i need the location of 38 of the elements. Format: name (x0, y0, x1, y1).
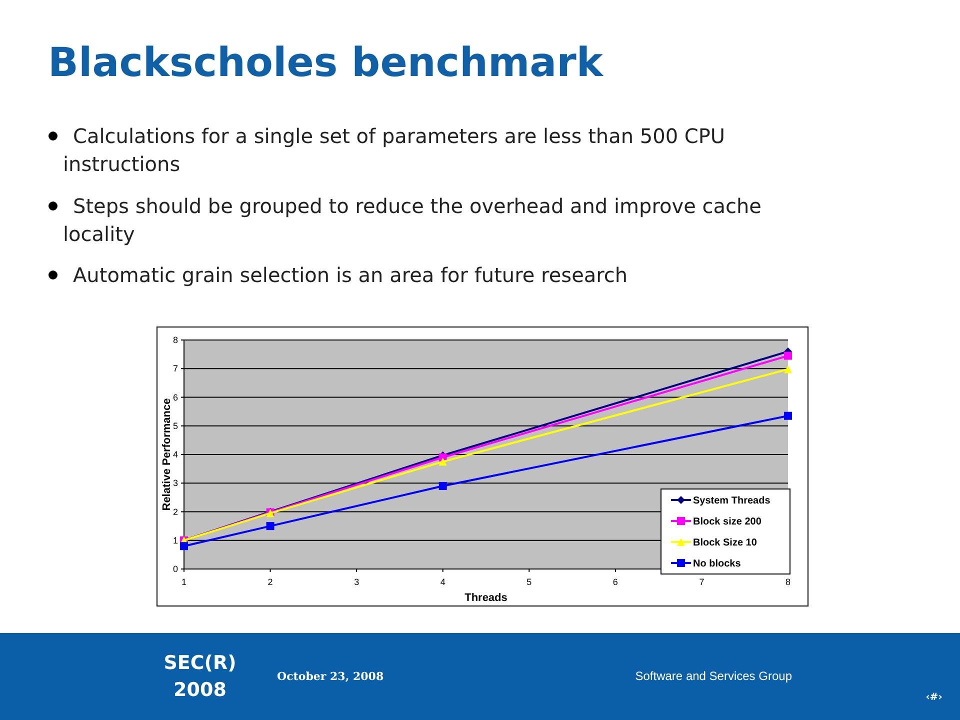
x-tick-label: 6 (612, 577, 618, 587)
point (180, 542, 188, 550)
x-tick-label: 3 (354, 577, 360, 587)
legend-label: Block Size 10 (693, 538, 758, 548)
y-tick-label: 1 (172, 535, 178, 546)
text: October 23, 2008 (277, 670, 384, 683)
text: ‹#› (926, 692, 942, 703)
point (784, 365, 792, 374)
text: Steps should be grouped to reduce the overhead and improve cache locality (63, 194, 762, 246)
legend-label: Block size 200 (693, 516, 762, 528)
point (784, 412, 792, 420)
y-tick-label: 7 (172, 364, 178, 374)
x-tick-label: 1 (181, 577, 187, 587)
y-tick-label: 6 (172, 392, 178, 402)
y-tick-label: 2 (172, 506, 178, 517)
y-tick-label: 8 (172, 335, 178, 345)
chart-title: Blackscholes benchmark (48, 40, 604, 86)
point (438, 482, 447, 490)
text: Software and Services Group (635, 669, 792, 683)
point (266, 522, 274, 530)
x-tick-label: 5 (526, 577, 532, 587)
x-axis-title: Threads (464, 592, 508, 604)
y-tick-label: 0 (172, 564, 178, 574)
text: Calculations for a single set of parameters are less than 500 CPU instructions (63, 124, 726, 176)
y-tick-label: 4 (172, 450, 178, 460)
text: Automatic grain selection is an area for future research (73, 263, 628, 287)
point (438, 458, 447, 466)
point (784, 352, 792, 360)
x-tick-label: 4 (440, 577, 446, 587)
x-tick-label: 2 (268, 577, 273, 587)
text: SEC(R) 2008 (164, 652, 236, 701)
legend-label: No blocks (693, 558, 742, 570)
y-axis-title: Relative Performance (161, 398, 173, 511)
x-tick-label: 8 (785, 577, 791, 587)
y-tick-label: 5 (172, 420, 178, 431)
x-tick-label: 7 (699, 577, 704, 587)
legend-label: System Threads (693, 496, 771, 506)
y-tick-label: 3 (172, 478, 178, 488)
